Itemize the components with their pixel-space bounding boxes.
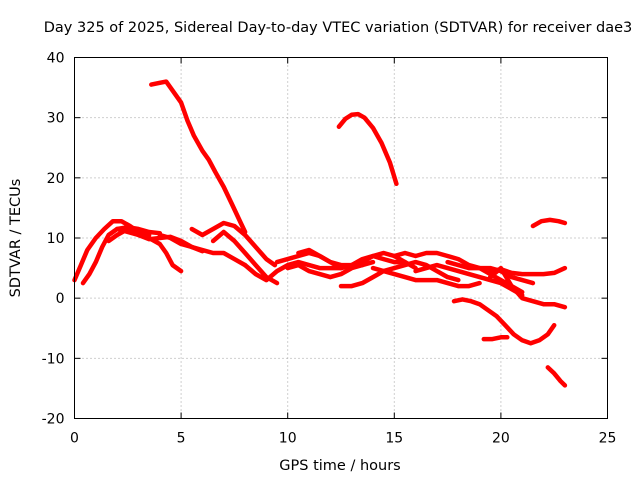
series-track-s2 bbox=[336, 111, 399, 187]
y-tick-label: 40 bbox=[47, 51, 65, 67]
x-tick-label: 15 bbox=[385, 431, 403, 447]
y-tick-label: 0 bbox=[56, 291, 65, 307]
x-tick-label: 0 bbox=[70, 431, 79, 447]
y-tick-label: -10 bbox=[42, 351, 65, 367]
series-track-s15 bbox=[370, 265, 482, 289]
series-track-s16 bbox=[392, 250, 525, 295]
y-axis-label: SDTVAR / TECUs bbox=[8, 179, 24, 298]
data-series bbox=[72, 79, 568, 388]
x-tick-label: 10 bbox=[279, 431, 297, 447]
series-track-s9 bbox=[210, 229, 280, 286]
series-track-s22 bbox=[481, 335, 510, 342]
series-track-s20 bbox=[487, 265, 568, 310]
y-tick-label: 10 bbox=[47, 231, 65, 247]
series-track-s11 bbox=[274, 250, 408, 271]
chart-title: Day 325 of 2025, Sidereal Day-to-day VTE… bbox=[44, 20, 633, 36]
series-track-s12 bbox=[285, 259, 376, 280]
series-track-s24 bbox=[545, 365, 568, 388]
series-track-s17 bbox=[413, 262, 525, 298]
series-track-s8 bbox=[189, 220, 278, 268]
x-tick-label: 5 bbox=[177, 431, 186, 447]
series-track-s7 bbox=[157, 232, 248, 268]
y-tick-label: 20 bbox=[47, 171, 65, 187]
series-track-s4 bbox=[80, 224, 163, 286]
axis-ticks: 0 5 10 15 20 25 -20 -10 0 10 20 30 40 bbox=[42, 51, 617, 447]
y-tick-label: 30 bbox=[47, 111, 65, 127]
series-track-s21 bbox=[451, 297, 557, 346]
y-tick-label: -20 bbox=[42, 412, 65, 428]
x-tick-label: 25 bbox=[599, 431, 617, 447]
series-track-s23 bbox=[530, 217, 568, 229]
series-track-s18 bbox=[445, 259, 536, 286]
series-track-s14 bbox=[338, 259, 461, 289]
x-tick-label: 20 bbox=[492, 431, 510, 447]
x-axis-label: GPS time / hours bbox=[279, 458, 400, 474]
series-track-s1 bbox=[149, 79, 248, 235]
series-track-s6 bbox=[114, 226, 184, 274]
